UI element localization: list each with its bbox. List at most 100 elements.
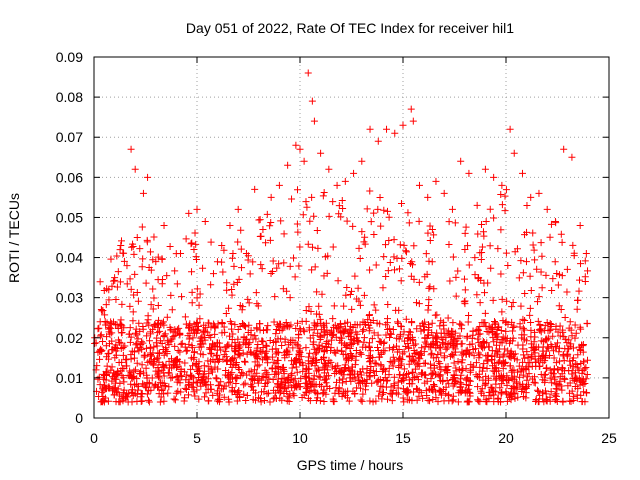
- data-point: [558, 272, 566, 280]
- data-point: [147, 266, 155, 274]
- data-point: [486, 205, 494, 213]
- data-point: [335, 384, 343, 392]
- data-point: [520, 335, 528, 343]
- data-point: [375, 353, 383, 361]
- data-point: [293, 319, 301, 327]
- data-point: [356, 368, 364, 376]
- data-point: [344, 387, 352, 395]
- data-point: [371, 359, 379, 367]
- data-point: [335, 202, 343, 210]
- data-point: [391, 357, 399, 365]
- data-point: [341, 177, 349, 185]
- data-point: [471, 271, 479, 279]
- data-point: [300, 328, 308, 336]
- data-point: [421, 318, 429, 326]
- data-point: [527, 286, 535, 294]
- data-point: [129, 392, 137, 400]
- data-point: [518, 388, 526, 396]
- data-point: [108, 377, 116, 385]
- data-point: [263, 342, 271, 350]
- data-point: [440, 354, 448, 362]
- data-point: [258, 337, 266, 345]
- data-point: [399, 121, 407, 129]
- data-point: [97, 331, 105, 339]
- data-point: [241, 358, 249, 366]
- data-point: [254, 376, 262, 384]
- data-point: [129, 308, 137, 316]
- data-point: [306, 349, 314, 357]
- x-axis-label: GPS time / hours: [297, 457, 404, 473]
- data-point: [399, 350, 407, 358]
- data-point: [230, 280, 238, 288]
- data-point: [356, 254, 364, 262]
- data-point: [196, 337, 204, 345]
- data-point: [245, 299, 253, 307]
- data-point: [237, 226, 245, 234]
- data-point: [222, 367, 230, 375]
- data-point: [139, 325, 147, 333]
- data-point: [523, 373, 531, 381]
- data-point: [552, 343, 560, 351]
- data-point: [428, 370, 436, 378]
- data-point: [493, 330, 501, 338]
- data-point: [410, 275, 418, 283]
- data-point: [158, 280, 166, 288]
- data-point: [182, 235, 190, 243]
- data-point: [214, 365, 222, 373]
- data-point: [235, 365, 243, 373]
- data-point: [408, 368, 416, 376]
- y-tick-label: 0.06: [56, 169, 83, 185]
- data-point: [492, 388, 500, 396]
- data-point: [465, 312, 473, 320]
- data-point: [554, 366, 562, 374]
- data-point: [231, 321, 239, 329]
- data-point: [533, 386, 541, 394]
- data-point: [229, 250, 237, 258]
- data-point: [310, 212, 318, 220]
- data-point: [443, 344, 451, 352]
- data-point: [302, 379, 310, 387]
- data-point: [502, 327, 510, 335]
- data-point: [291, 339, 299, 347]
- data-point: [300, 157, 308, 165]
- data-point: [377, 362, 385, 370]
- data-point: [370, 230, 378, 238]
- data-point: [424, 193, 432, 201]
- data-point: [238, 319, 246, 327]
- data-point: [373, 319, 381, 327]
- data-point: [457, 380, 465, 388]
- data-point: [160, 372, 168, 380]
- data-point: [549, 275, 557, 283]
- data-point: [485, 322, 493, 330]
- data-point: [126, 324, 134, 332]
- data-point: [578, 369, 586, 377]
- data-point: [274, 364, 282, 372]
- data-point: [421, 334, 429, 342]
- data-point: [344, 353, 352, 361]
- data-point: [461, 229, 469, 237]
- data-point: [234, 238, 242, 246]
- data-point: [537, 239, 545, 247]
- data-point: [130, 250, 138, 258]
- data-point: [498, 295, 506, 303]
- data-point: [155, 350, 163, 358]
- data-point: [254, 302, 262, 310]
- data-point: [521, 231, 529, 239]
- data-point: [281, 338, 289, 346]
- data-point: [459, 356, 467, 364]
- data-point: [391, 266, 399, 274]
- data-point: [278, 341, 286, 349]
- data-point: [287, 357, 295, 365]
- data-point: [519, 380, 527, 388]
- data-point: [425, 302, 433, 310]
- data-point: [267, 218, 275, 226]
- data-point: [242, 336, 250, 344]
- data-point: [534, 388, 542, 396]
- data-point: [451, 219, 459, 227]
- data-point: [133, 288, 141, 296]
- data-point: [255, 375, 263, 383]
- data-point: [355, 338, 363, 346]
- data-point: [480, 232, 488, 240]
- data-point: [220, 351, 228, 359]
- data-point: [173, 280, 181, 288]
